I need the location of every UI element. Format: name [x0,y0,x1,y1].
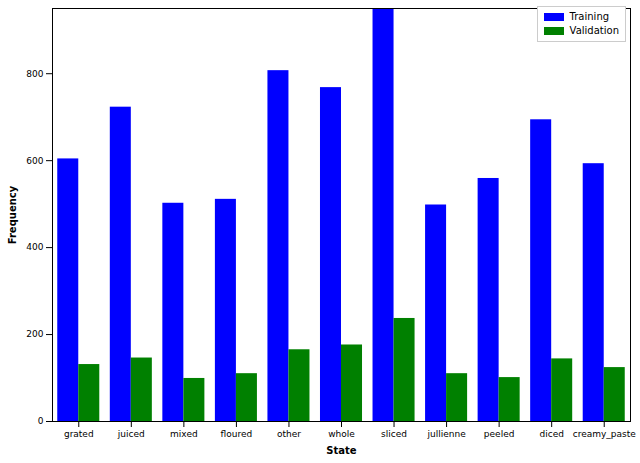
svg-text:mixed: mixed [170,429,198,439]
svg-text:600: 600 [26,156,43,166]
svg-text:whole: whole [328,429,355,439]
svg-text:Frequency: Frequency [7,185,18,244]
svg-text:jullienne: jullienne [426,429,466,439]
svg-text:400: 400 [26,242,43,252]
html-text:Validation: Validation [569,25,619,36]
html-text:Training: Training [569,11,610,22]
svg-text:other: other [277,429,301,439]
svg-text:peeled: peeled [484,429,515,439]
svg-text:juiced: juiced [117,429,145,439]
svg-text:floured: floured [221,429,253,439]
svg-text:grated: grated [64,429,94,439]
svg-text:creamy_paste: creamy_paste [573,429,637,439]
svg-text:200: 200 [26,329,43,339]
svg-text:State: State [326,445,357,456]
svg-text:0: 0 [38,416,44,426]
svg-text:800: 800 [26,69,43,79]
svg-text:sliced: sliced [381,429,407,439]
svg-text:diced: diced [539,429,563,439]
